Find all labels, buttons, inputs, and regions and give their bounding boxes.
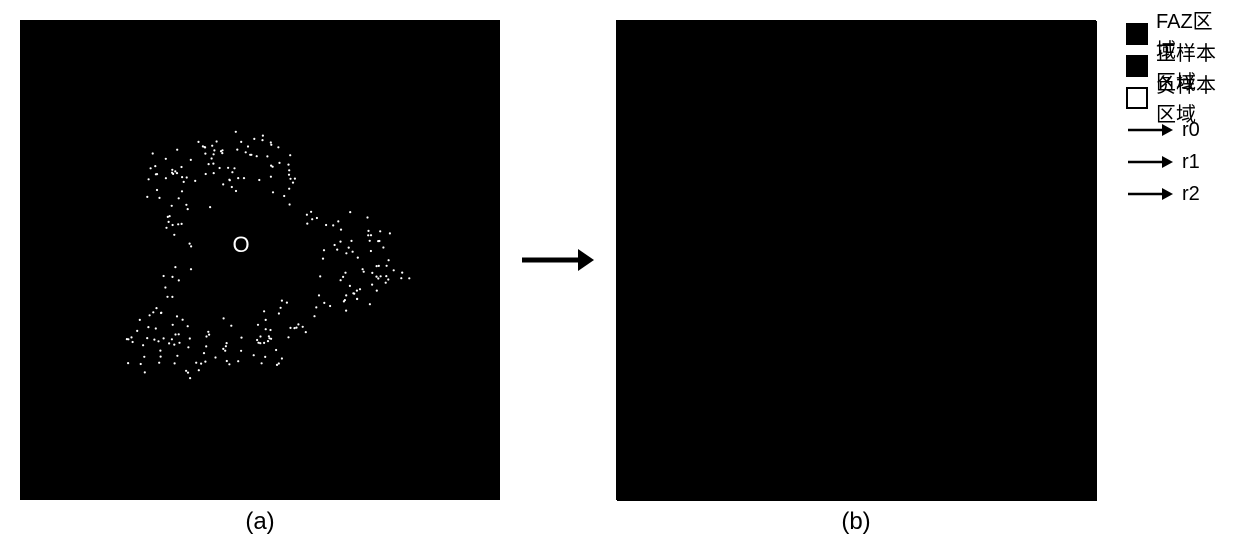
panel-a-svg: O — [21, 21, 501, 501]
legend-swatch — [1126, 23, 1148, 45]
panel-b — [616, 20, 1096, 500]
panel-a-caption: (a) — [245, 508, 274, 536]
transition-arrow-container — [520, 20, 596, 500]
legend-swatch — [1126, 55, 1148, 77]
panel-a-column: O (a) — [20, 20, 500, 536]
transition-arrow-icon — [520, 245, 596, 275]
legend-label: r0 — [1182, 119, 1200, 142]
legend-row-4: r1 — [1126, 150, 1219, 174]
panel-a: O — [20, 20, 500, 500]
legend-arrow-icon — [1126, 185, 1174, 203]
legend-row-5: r2 — [1126, 182, 1219, 206]
legend-row-2: 负样本区域 — [1126, 86, 1219, 110]
legend: FAZ区域正样本区域负样本区域r0r1r2 — [1126, 20, 1219, 214]
svg-text:O: O — [232, 232, 249, 257]
legend-label: r2 — [1182, 183, 1200, 206]
figure-wrap: O (a) (b) FAZ区域正样本区域负样本区域r0r1r2 — [20, 20, 1219, 536]
panel-b-svg — [617, 21, 1097, 501]
legend-label: r1 — [1182, 151, 1200, 174]
legend-swatch-outline — [1126, 87, 1148, 109]
legend-arrow-icon — [1126, 121, 1174, 139]
panel-b-caption: (b) — [841, 508, 870, 536]
legend-arrow-icon — [1126, 153, 1174, 171]
panel-b-column: (b) — [616, 20, 1096, 536]
